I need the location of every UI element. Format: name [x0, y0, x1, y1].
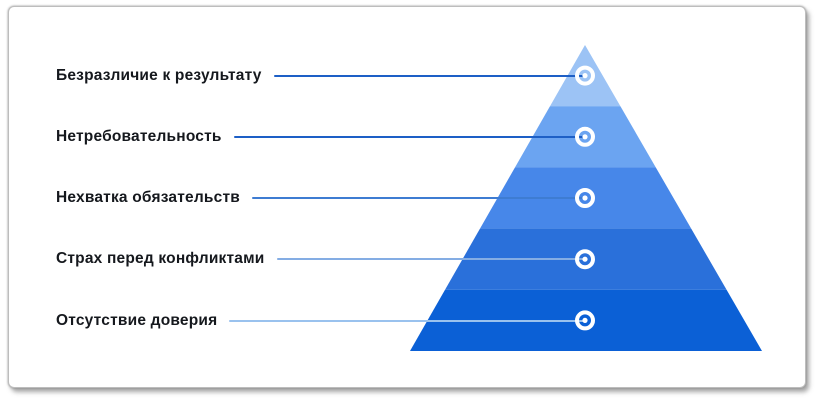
connector-line [276, 258, 585, 260]
connector-line [273, 74, 585, 77]
level-label: Отсутствие доверия [56, 311, 218, 329]
level-label: Нехватка обязательств [56, 189, 240, 206]
level-label: Нетребовательность [56, 128, 222, 145]
connector-line [229, 319, 585, 322]
level-label: Безразличие к результату [56, 66, 262, 84]
connector-line [251, 197, 585, 199]
level-label: Страх перед конфликтами [56, 250, 265, 267]
label-row: Нетребовательность [56, 123, 585, 151]
connector-line [233, 136, 585, 138]
label-row: Безразличие к результату [56, 62, 585, 90]
diagram-card: Безразличие к результату Нетребовательно… [8, 6, 806, 388]
label-row: Отсутствие доверия [56, 307, 585, 335]
label-row: Нехватка обязательств [56, 184, 585, 212]
label-row: Страх перед конфликтами [56, 245, 585, 273]
